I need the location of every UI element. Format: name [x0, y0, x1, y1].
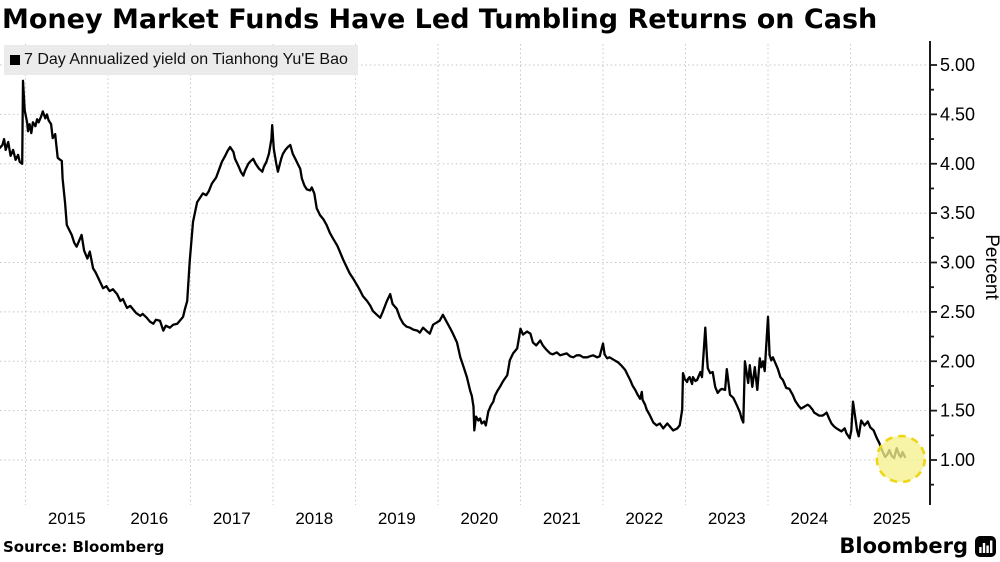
legend: 7 Day Annualized yield on Tianhong Yu'E …: [4, 45, 358, 75]
y-tick-label: 2.00: [940, 351, 975, 371]
bloomberg-wordmark: Bloomberg: [839, 534, 968, 558]
highlight-circle: [875, 434, 927, 484]
x-tick-label: 2024: [790, 509, 828, 528]
x-tick-label: 2023: [708, 509, 746, 528]
bar-chart-icon: [975, 535, 996, 557]
legend-label: 7 Day Annualized yield on Tianhong Yu'E …: [24, 51, 348, 68]
x-tick-label: 2017: [213, 509, 251, 528]
bloomberg-logo: Bloomberg: [839, 534, 996, 558]
x-tick-label: 2022: [625, 509, 663, 528]
x-tick-label: 2019: [378, 509, 416, 528]
y-tick-label: 4.50: [940, 104, 975, 124]
y-tick-label: 1.00: [940, 450, 975, 470]
x-tick-label: 2020: [460, 509, 498, 528]
y-tick-label: 5.00: [940, 55, 975, 75]
series-line: [0, 79, 907, 460]
y-axis-title: Percent: [981, 234, 1000, 300]
y-tick-label: 3.50: [940, 203, 975, 223]
x-tick-label: 2021: [543, 509, 581, 528]
x-tick-label: 2025: [873, 509, 911, 528]
x-tick-label: 2015: [48, 509, 86, 528]
y-tick-label: 4.00: [940, 154, 975, 174]
x-tick-label: 2018: [295, 509, 333, 528]
y-tick-label: 3.00: [940, 253, 975, 273]
x-tick-label: 2016: [130, 509, 168, 528]
y-tick-label: 2.50: [940, 302, 975, 322]
legend-swatch-icon: [10, 55, 20, 65]
page-title: Money Market Funds Have Led Tumbling Ret…: [2, 4, 878, 35]
y-tick-label: 1.50: [940, 401, 975, 421]
source-note: Source: Bloomberg: [3, 538, 165, 556]
